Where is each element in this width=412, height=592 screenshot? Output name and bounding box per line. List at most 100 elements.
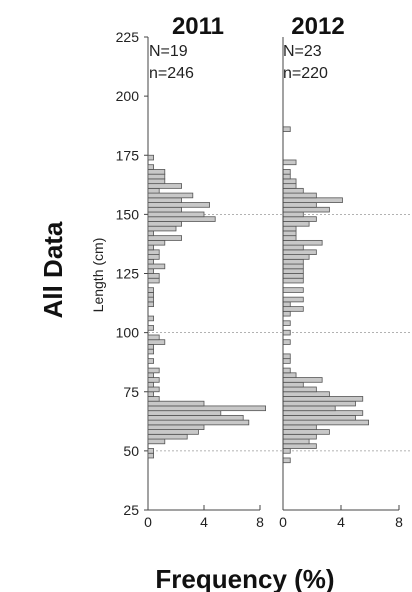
histogram-bar bbox=[147, 296, 154, 303]
histogram-bar bbox=[282, 249, 317, 255]
histogram-bar bbox=[282, 206, 330, 213]
histogram-bar bbox=[147, 202, 210, 208]
panel-title: 2011 bbox=[172, 13, 224, 40]
histogram-bar bbox=[147, 315, 154, 322]
histogram-bar bbox=[147, 386, 160, 393]
histogram-bar bbox=[147, 211, 205, 218]
y-axis-label: Length (cm) bbox=[90, 238, 106, 313]
histogram-bar bbox=[147, 301, 154, 308]
histogram-bar bbox=[282, 178, 297, 185]
histogram-bar bbox=[147, 391, 154, 397]
histogram-bar bbox=[282, 448, 291, 454]
histogram-bar bbox=[282, 310, 291, 317]
histogram-bar bbox=[147, 221, 182, 227]
histogram-bar bbox=[147, 438, 166, 445]
y-tick-label: 200 bbox=[116, 88, 140, 104]
histogram-bar bbox=[282, 216, 317, 222]
histogram-bar bbox=[147, 277, 160, 284]
histogram-bar bbox=[147, 263, 166, 270]
histogram-bar bbox=[147, 197, 182, 203]
histogram-bar bbox=[282, 202, 317, 208]
histogram-bar bbox=[282, 419, 369, 426]
panel-n-stat: n=246 bbox=[149, 65, 194, 82]
histogram-bar bbox=[147, 254, 160, 260]
histogram-bar bbox=[147, 169, 166, 175]
panel-N-stat: N=19 bbox=[149, 43, 188, 60]
x-axis-label: Frequency (%) bbox=[155, 564, 334, 592]
y-tick-label: 125 bbox=[116, 266, 140, 282]
histogram-bar bbox=[147, 206, 182, 213]
histogram-bar bbox=[147, 448, 154, 454]
histogram-bar bbox=[147, 419, 250, 426]
histogram-bar bbox=[282, 433, 317, 440]
histogram-bar bbox=[147, 216, 216, 222]
histogram-bar bbox=[282, 358, 291, 364]
histogram-bar bbox=[147, 348, 154, 355]
y-tick-label: 175 bbox=[116, 147, 140, 163]
histogram-bar bbox=[147, 405, 266, 412]
histogram-bar bbox=[282, 230, 297, 237]
bar-group bbox=[147, 154, 266, 459]
histogram-bar bbox=[147, 414, 244, 421]
histogram-bar bbox=[147, 154, 154, 161]
histogram-bar bbox=[282, 367, 291, 374]
histogram-bar bbox=[147, 334, 160, 341]
histogram-bar bbox=[282, 353, 291, 360]
histogram-bar bbox=[282, 386, 317, 393]
histogram-bar bbox=[147, 372, 154, 378]
histogram-bar bbox=[147, 173, 166, 180]
histogram-bar bbox=[147, 325, 154, 331]
histogram-bar bbox=[282, 414, 356, 421]
histogram-bar bbox=[147, 377, 160, 383]
histogram-bar bbox=[147, 292, 154, 298]
histogram-bar bbox=[282, 268, 304, 274]
y-tick-label: 150 bbox=[116, 206, 140, 222]
histogram-bar bbox=[282, 258, 304, 265]
histogram-bar bbox=[282, 235, 297, 241]
histogram-bar bbox=[147, 258, 154, 265]
histogram-bar bbox=[282, 159, 297, 166]
histogram-bar bbox=[147, 339, 166, 345]
histogram-bar bbox=[282, 169, 291, 175]
histogram-bar bbox=[147, 235, 182, 241]
histogram-bar bbox=[147, 381, 154, 388]
histogram-bar bbox=[147, 249, 160, 255]
histogram-bar bbox=[282, 396, 364, 402]
histogram-bar bbox=[147, 268, 154, 274]
histogram-bar bbox=[282, 329, 291, 336]
histogram-bar bbox=[282, 254, 310, 260]
histogram-bar bbox=[282, 410, 364, 416]
histogram-bar bbox=[282, 287, 304, 293]
histogram-bar bbox=[147, 183, 182, 189]
histogram-bar bbox=[282, 339, 291, 345]
y-tick-label: 225 bbox=[116, 29, 140, 45]
panel-N-stat: N=23 bbox=[283, 43, 322, 60]
y-tick-label: 25 bbox=[123, 502, 139, 518]
y-tick-label: 100 bbox=[116, 325, 140, 341]
x-tick-label: 0 bbox=[144, 514, 152, 530]
x-tick-label: 4 bbox=[337, 514, 345, 530]
histogram-bar bbox=[147, 287, 154, 293]
histogram-bar bbox=[147, 192, 194, 199]
histogram-bar bbox=[147, 367, 160, 374]
histogram-bar bbox=[147, 239, 166, 246]
histogram-bar bbox=[282, 173, 291, 180]
panel-2011: 2011 N=19 n=246 0 4 8 bbox=[144, 13, 266, 530]
histogram-bar bbox=[282, 400, 356, 407]
x-axis: 0 4 8 bbox=[279, 37, 403, 530]
histogram-bar bbox=[147, 429, 199, 435]
histogram-bar bbox=[147, 273, 160, 279]
x-axis: 0 4 8 bbox=[144, 505, 264, 530]
histogram-bar bbox=[147, 225, 177, 232]
x-tick-label: 8 bbox=[395, 514, 403, 530]
histogram-bar bbox=[282, 126, 291, 133]
panel-title: 2012 bbox=[291, 13, 344, 40]
histogram-bar bbox=[282, 187, 304, 194]
x-tick-label: 4 bbox=[200, 514, 208, 530]
histogram-bar bbox=[282, 372, 297, 378]
histogram-bar bbox=[282, 429, 330, 435]
histogram-bar bbox=[147, 230, 154, 237]
histogram-bar bbox=[282, 457, 291, 464]
row-label-all-data: All Data bbox=[38, 221, 68, 318]
